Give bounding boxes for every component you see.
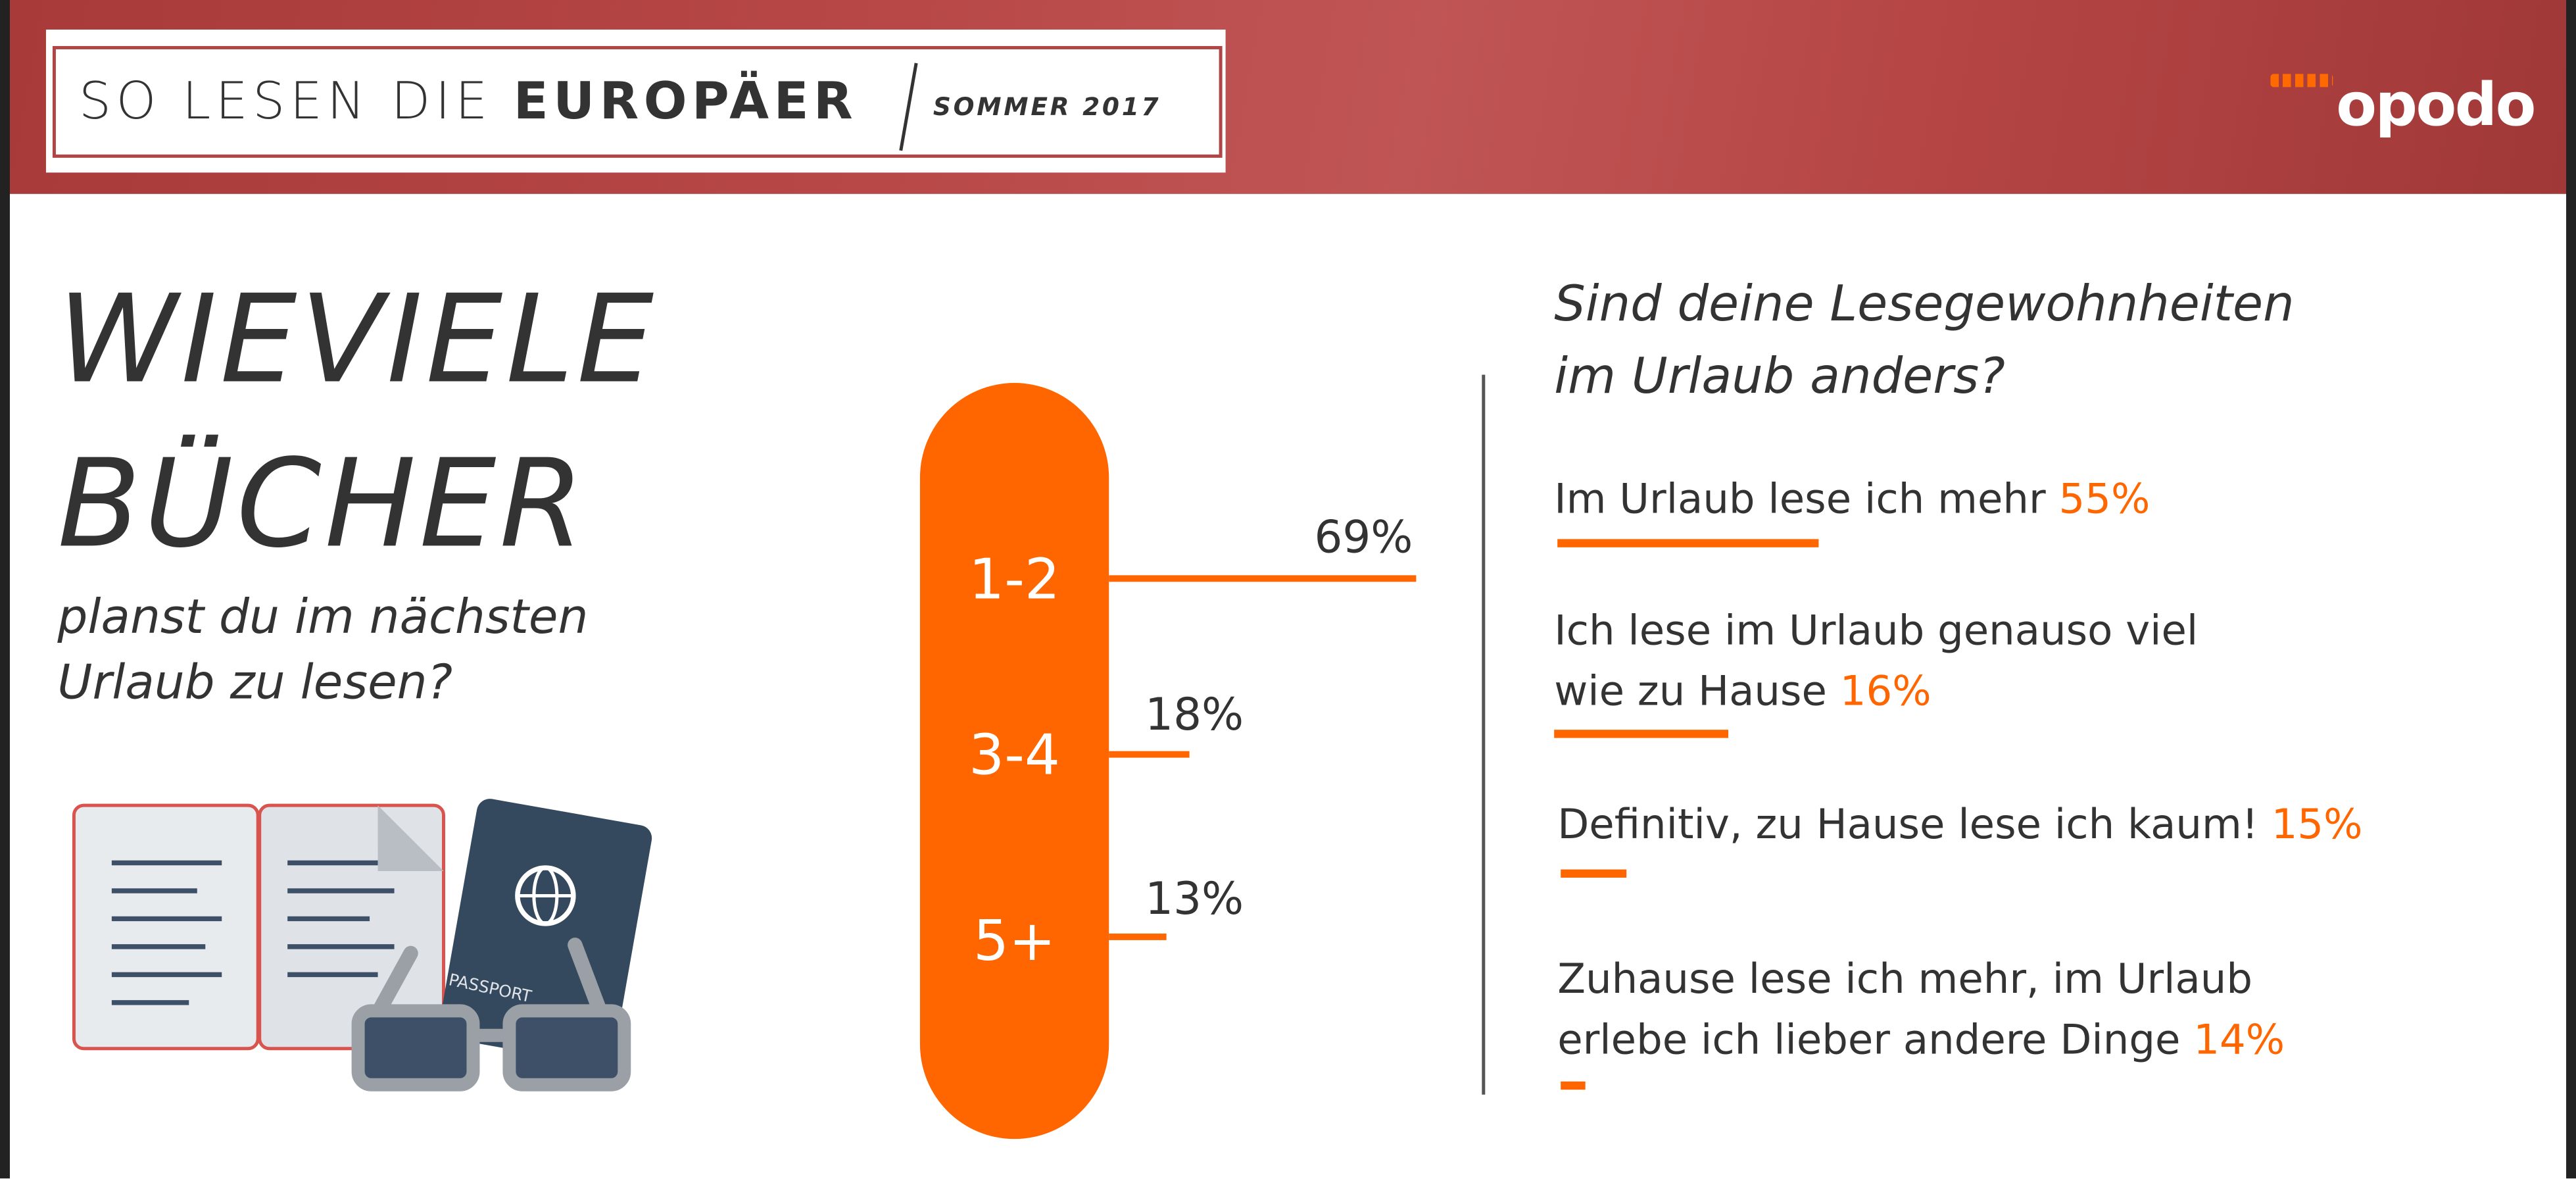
answer-percent: 55% bbox=[2058, 474, 2151, 523]
title-light: SO LESEN DIE bbox=[78, 72, 514, 132]
answer-label: Zuhause lese ich mehr, im Urlaub bbox=[1557, 955, 2253, 1003]
answer-percent: 16% bbox=[1839, 667, 1932, 715]
bar bbox=[1109, 575, 1417, 582]
answer-item: Definitiv, zu Hause lese ich kaum! 15% bbox=[1557, 794, 2362, 855]
bar bbox=[1109, 751, 1190, 758]
heading-line-2: BÜCHER bbox=[57, 434, 587, 576]
answer-label: erlebe ich lieber andere Dinge bbox=[1557, 1015, 2181, 1064]
answer-label: Definitiv, zu Hause lese ich kaum! bbox=[1557, 800, 2258, 849]
title-bold: EUROPÄER bbox=[513, 72, 858, 132]
title-box: SO LESEN DIE EUROPÄER SOMMER 2017 bbox=[45, 29, 1226, 173]
bar bbox=[1561, 1081, 1586, 1090]
right-border bbox=[2566, 0, 2576, 1179]
logo-dots-icon bbox=[2270, 74, 2333, 88]
bar bbox=[1561, 869, 1626, 878]
category-label: 3-4 bbox=[969, 723, 1060, 790]
value-label: 13% bbox=[1145, 874, 1244, 926]
answer-item: Zuhause lese ich mehr, im Urlaub erlebe i… bbox=[1557, 948, 2285, 1070]
answer-percent: 15% bbox=[2271, 800, 2363, 849]
heading-line-1: WIEVIELE bbox=[57, 269, 658, 411]
answer-item: Ich lese im Urlaub genauso viel wie zu Ha… bbox=[1554, 600, 2198, 722]
glasses-icon bbox=[351, 938, 631, 1091]
category-pill bbox=[919, 383, 1109, 1140]
left-border bbox=[0, 0, 10, 1179]
divider bbox=[1482, 374, 1486, 1095]
category-label: 5+ bbox=[973, 909, 1056, 975]
answer-label: wie zu Hause bbox=[1554, 667, 1827, 715]
question-line-1: Sind deine Lesegewohnheiten bbox=[1554, 276, 2295, 334]
books-passport-glasses-illustration: PASSPORT bbox=[72, 799, 652, 1091]
question-line-2: im Urlaub anders? bbox=[1554, 348, 2005, 407]
answer-percent: 14% bbox=[2193, 1015, 2285, 1064]
bar bbox=[1557, 539, 1819, 547]
bar bbox=[1109, 933, 1167, 940]
title-subtitle: SOMMER 2017 bbox=[933, 91, 1161, 122]
subheading-line-2: Urlaub zu lesen? bbox=[57, 654, 453, 711]
title-frame bbox=[52, 45, 1223, 158]
logo-text: opodo bbox=[2336, 72, 2536, 140]
page-title: SO LESEN DIE EUROPÄER bbox=[79, 72, 858, 132]
answer-label: Im Urlaub lese ich mehr bbox=[1554, 474, 2046, 523]
category-label: 1-2 bbox=[969, 547, 1060, 613]
value-label: 69% bbox=[1314, 513, 1413, 564]
answer-item: Im Urlaub lese ich mehr 55% bbox=[1554, 468, 2150, 529]
value-label: 18% bbox=[1145, 690, 1244, 741]
answer-label: Ich lese im Urlaub genauso viel bbox=[1554, 606, 2199, 655]
subheading-line-1: planst du im nächsten bbox=[57, 588, 589, 645]
opodo-logo: opodo bbox=[2270, 69, 2536, 143]
bar bbox=[1554, 730, 1729, 738]
